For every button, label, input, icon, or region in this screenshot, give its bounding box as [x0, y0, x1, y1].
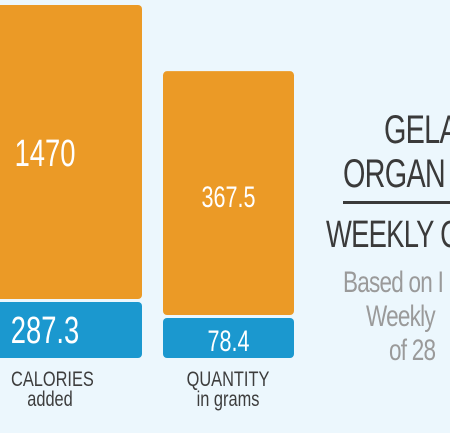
bar-top-segment	[0, 5, 142, 300]
category-label-line1: CALORIES	[11, 368, 94, 391]
category-label-line2: in grams	[196, 388, 260, 411]
bar-bottom-segment	[0, 302, 142, 358]
subheading-line-1: Based on I	[343, 266, 444, 299]
category-label-line2: added	[27, 388, 73, 411]
category-label-calories: CALORIES added	[0, 368, 100, 411]
category-label-line1: QUANTITY	[186, 368, 270, 391]
bar-bottom-value-label: 78.4	[207, 323, 249, 357]
heading-divider	[343, 201, 450, 204]
bar-group-0: 1470 287.3	[0, 5, 142, 358]
bar-bottom-segment	[163, 318, 294, 358]
bar-top-segment	[163, 71, 294, 316]
bar-group-1: 367.5 78.4	[163, 71, 294, 358]
heading-line-3: WEEKLY C	[326, 214, 450, 256]
bar-top-value-label: 1470	[15, 133, 76, 175]
subheading-line-3: of 28	[389, 334, 436, 367]
heading-line-2: ORGAN	[343, 152, 446, 196]
heading-line-1: GELA	[384, 108, 450, 152]
bar-top-value-label: 367.5	[201, 180, 255, 214]
category-label-quantity: QUANTITY in grams	[163, 368, 293, 411]
subheading-line-2: Weekly	[366, 300, 436, 333]
bar-bottom-value-label: 287.3	[11, 310, 79, 352]
